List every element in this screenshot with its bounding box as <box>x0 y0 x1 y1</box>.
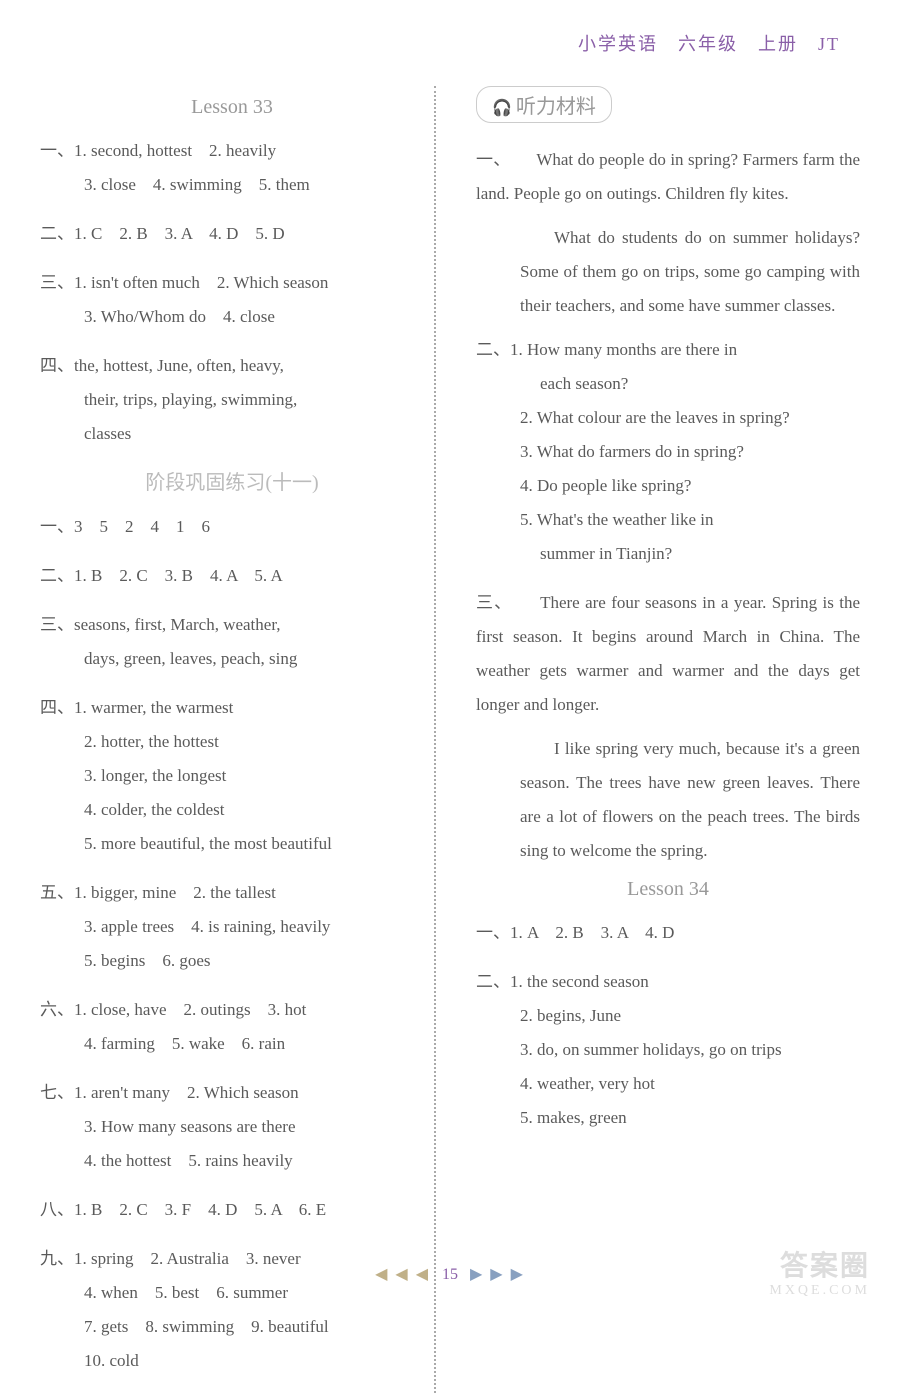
q-content-line: 5. makes, green <box>476 1101 860 1135</box>
q-content-line: 7. gets 8. swimming 9. beautiful <box>40 1310 424 1344</box>
listen-p1: 一、 What do people do in spring? Farmers … <box>476 143 860 211</box>
q-content: 1. second, hottest 2. heavily <box>74 141 276 160</box>
watermark-sub: MXQE.COM <box>769 1283 870 1299</box>
q-content-line: 4. Do people like spring? <box>476 469 860 503</box>
q-content: 1. B 2. C 3. B 4. A 5. A <box>74 566 283 585</box>
q-content-line: 4. weather, very hot <box>476 1067 860 1101</box>
q-content-line: 4. the hottest 5. rains heavily <box>40 1144 424 1178</box>
listen-p1b: What do students do on summer holidays? … <box>476 221 860 323</box>
q-content-line: 3. do, on summer holidays, go on trips <box>476 1033 860 1067</box>
page-number: 15 <box>442 1266 458 1283</box>
para-text: What do people do in spring? Farmers far… <box>476 150 860 203</box>
q-label: 二、 <box>40 566 74 585</box>
q-content-line: 4. farming 5. wake 6. rain <box>40 1027 424 1061</box>
l33-q3: 三、1. isn't often much 2. Which season 3.… <box>40 266 424 334</box>
footer-arrows-left: ◀ ◀ ◀ <box>375 1266 430 1283</box>
q-content-line: 5. What's the weather like in <box>476 503 860 537</box>
listen-p3: 三、 There are four seasons in a year. Spr… <box>476 586 860 722</box>
q-content-line: 3. apple trees 4. is raining, heavily <box>40 910 424 944</box>
lesson33-title: Lesson 33 <box>40 96 424 119</box>
q-content-line: 3. What do farmers do in spring? <box>476 435 860 469</box>
listening-title: 听力材料 <box>476 86 612 123</box>
footer-arrows-right: ▶ ▶ ▶ <box>470 1266 525 1283</box>
stage-q6: 六、1. close, have 2. outings 3. hot 4. fa… <box>40 993 424 1061</box>
q-content-line: 5. begins 6. goes <box>40 944 424 978</box>
page-header: 小学英语 六年级 上册 JT <box>40 30 860 56</box>
q-content: 1. isn't often much 2. Which season <box>74 273 328 292</box>
content-columns: Lesson 33 一、1. second, hottest 2. heavil… <box>40 86 860 1393</box>
lesson34-title: Lesson 34 <box>476 878 860 901</box>
q-content: 1. the second season <box>510 972 649 991</box>
q-content-line: 3. longer, the longest <box>40 759 424 793</box>
q-content-line: 4. colder, the coldest <box>40 793 424 827</box>
q-label: 二、 <box>476 972 510 991</box>
listen-p2: 二、1. How many months are there in each s… <box>476 333 860 571</box>
q-content-line: each season? <box>476 367 860 401</box>
q-label: 五、 <box>40 883 74 902</box>
q-content-line: 3. How many seasons are there <box>40 1110 424 1144</box>
q-label: 四、 <box>40 698 74 717</box>
q-content-line: summer in Tianjin? <box>476 537 860 571</box>
q-content: 3 5 2 4 1 6 <box>74 517 210 536</box>
stage-q1: 一、3 5 2 4 1 6 <box>40 510 424 544</box>
watermark-main: 答案圈 <box>780 1244 870 1284</box>
q-label: 七、 <box>40 1083 74 1102</box>
q-label: 八、 <box>40 1200 74 1219</box>
stage-q3: 三、seasons, first, March, weather, days, … <box>40 608 424 676</box>
q-content-line: 2. hotter, the hottest <box>40 725 424 759</box>
q-content-line: 10. cold <box>40 1344 424 1378</box>
q-label: 三、 <box>40 615 74 634</box>
page-footer: ◀ ◀ ◀ 15 ▶ ▶ ▶ <box>0 1264 900 1284</box>
q-label: 一、 <box>476 923 510 942</box>
stage-q2: 二、1. B 2. C 3. B 4. A 5. A <box>40 559 424 593</box>
l34-q1: 一、1. A 2. B 3. A 4. D <box>476 916 860 950</box>
stage-q5: 五、1. bigger, mine 2. the tallest 3. appl… <box>40 876 424 978</box>
q-label: 三、 <box>40 273 74 292</box>
q-content-line: classes <box>40 417 424 451</box>
para-text: There are four seasons in a year. Spring… <box>476 593 860 714</box>
q-content: 1. close, have 2. outings 3. hot <box>74 1000 306 1019</box>
l33-q1: 一、1. second, hottest 2. heavily 3. close… <box>40 134 424 202</box>
left-column: Lesson 33 一、1. second, hottest 2. heavil… <box>40 86 436 1393</box>
l34-q2: 二、1. the second season 2. begins, June 3… <box>476 965 860 1135</box>
q-content: 1. C 2. B 3. A 4. D 5. D <box>74 224 285 243</box>
right-column: 听力材料 一、 What do people do in spring? Far… <box>456 86 860 1393</box>
q-content-line: 2. What colour are the leaves in spring? <box>476 401 860 435</box>
listen-p3b: I like spring very much, because it's a … <box>476 732 860 868</box>
stage-q9: 九、1. spring 2. Australia 3. never 4. whe… <box>40 1242 424 1378</box>
q-content-line: 3. close 4. swimming 5. them <box>40 168 424 202</box>
q-content: 1. aren't many 2. Which season <box>74 1083 299 1102</box>
q-label: 一、 <box>40 141 74 160</box>
q-content: the, hottest, June, often, heavy, <box>74 356 284 375</box>
q-content: 1. B 2. C 3. F 4. D 5. A 6. E <box>74 1200 326 1219</box>
q-content-line: their, trips, playing, swimming, <box>40 383 424 417</box>
q-label: 四、 <box>40 356 74 375</box>
q-content: seasons, first, March, weather, <box>74 615 281 634</box>
stage-title: 阶段巩固练习(十一) <box>40 466 424 495</box>
q-label: 六、 <box>40 1000 74 1019</box>
q-content: 1. bigger, mine 2. the tallest <box>74 883 276 902</box>
q-content-line: 2. begins, June <box>476 999 860 1033</box>
stage-q4: 四、1. warmer, the warmest 2. hotter, the … <box>40 691 424 861</box>
l33-q2: 二、1. C 2. B 3. A 4. D 5. D <box>40 217 424 251</box>
l33-q4: 四、the, hottest, June, often, heavy, thei… <box>40 349 424 451</box>
q-content: 1. warmer, the warmest <box>74 698 233 717</box>
q-label: 三、 <box>476 593 504 612</box>
stage-q7: 七、1. aren't many 2. Which season 3. How … <box>40 1076 424 1178</box>
q-label: 二、 <box>40 224 74 243</box>
q-content: 1. How many months are there in <box>510 340 737 359</box>
q-content-line: 3. Who/Whom do 4. close <box>40 300 424 334</box>
q-label: 一、 <box>40 517 74 536</box>
q-content: 1. A 2. B 3. A 4. D <box>510 923 674 942</box>
q-label: 一、 <box>476 150 502 169</box>
q-content-line: 5. more beautiful, the most beautiful <box>40 827 424 861</box>
q-label: 二、 <box>476 340 510 359</box>
stage-q8: 八、1. B 2. C 3. F 4. D 5. A 6. E <box>40 1193 424 1227</box>
q-content-line: days, green, leaves, peach, sing <box>40 642 424 676</box>
